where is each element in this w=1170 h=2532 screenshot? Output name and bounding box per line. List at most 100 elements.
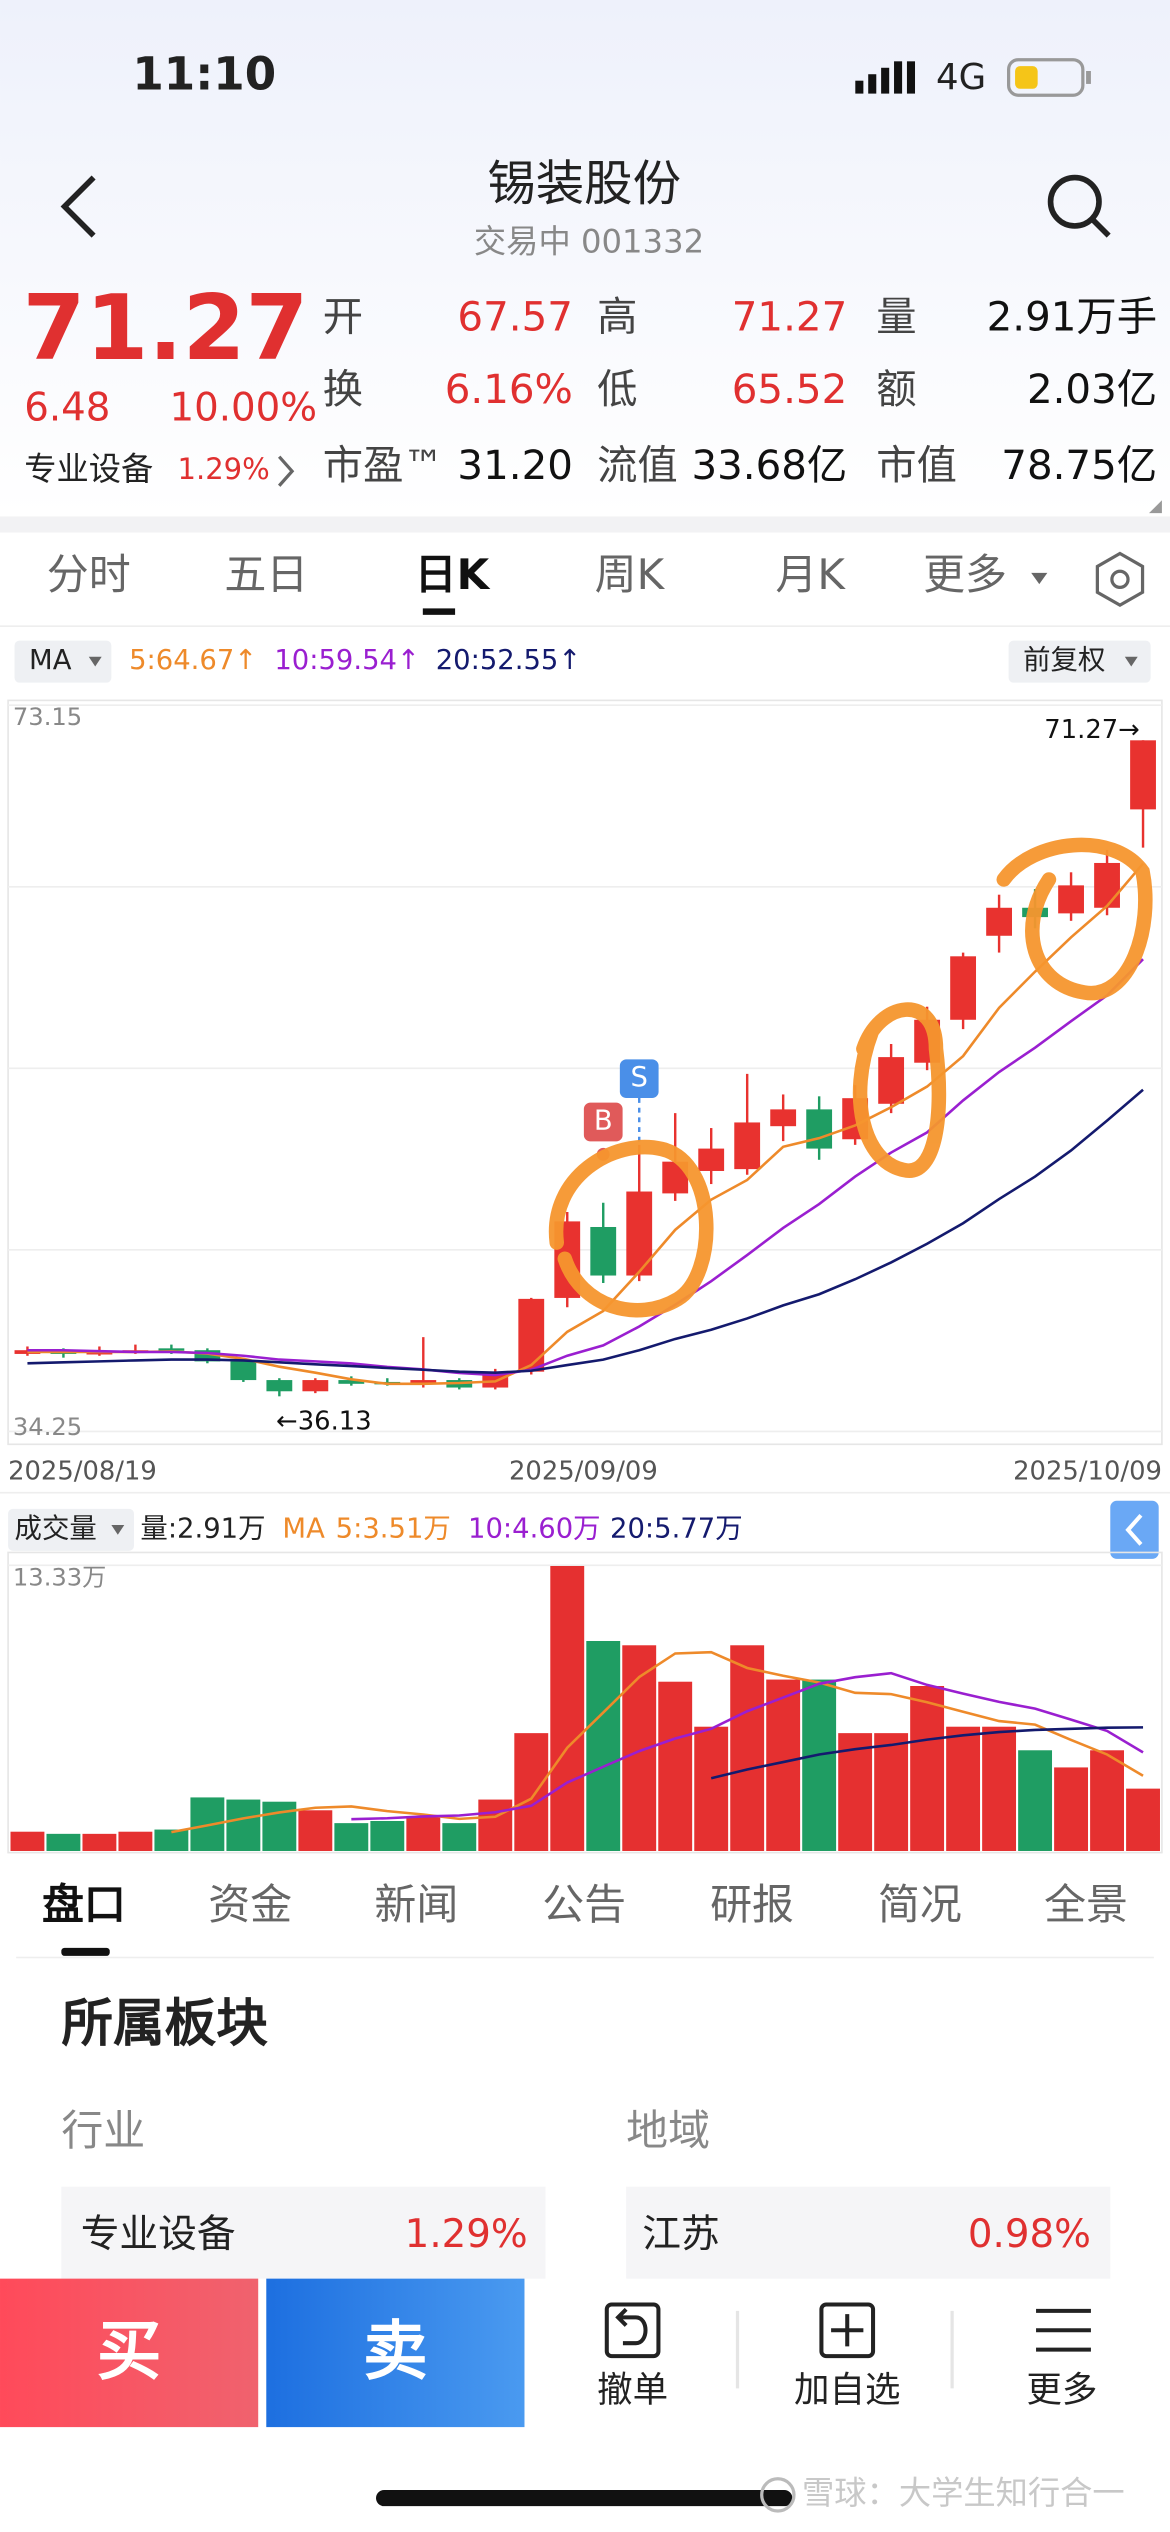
vol-value: 量:2.91万 (140, 1513, 265, 1544)
action-cancel[interactable]: 撤单 (597, 2370, 668, 2411)
region-pct: 0.98% (968, 2212, 1091, 2257)
industry-pct: 1.29% (405, 2212, 528, 2257)
settings-icon-dot (1110, 569, 1130, 590)
settings-icon[interactable] (1095, 551, 1145, 608)
field-value: 6.16% (445, 366, 573, 413)
x-tick-label: 2025/09/09 (509, 1456, 658, 1486)
field-value: 2.03亿 (1027, 366, 1157, 413)
volume-bar (514, 1733, 549, 1851)
region-card[interactable] (626, 2186, 1111, 2287)
ma-selector[interactable] (14, 640, 112, 683)
action-watch[interactable]: 加自选 (794, 2370, 901, 2411)
volume-bar (874, 1733, 909, 1851)
candle-body (950, 956, 977, 1020)
x-tick-label: 2025/08/19 (8, 1456, 157, 1486)
y-tick-label: 13.33万 (13, 1563, 106, 1591)
sector-arrow[interactable] (277, 455, 295, 487)
y-tick-label: 34.25 (13, 1413, 82, 1441)
watermark-icon (760, 2477, 796, 2513)
volume-bar (334, 1823, 369, 1851)
ma5-legend: 5:64.67↑ (129, 645, 257, 676)
volume-bar (586, 1640, 621, 1851)
period-tabs: 分时 五日 日K 周K 月K 更多 (47, 550, 1048, 615)
candle-body (734, 1122, 761, 1170)
period-tab[interactable]: 月K (775, 550, 846, 599)
field-label: 换 (323, 366, 363, 413)
sell-button[interactable] (266, 2278, 525, 2428)
info-tab[interactable]: 公告 (542, 1880, 626, 1929)
hand-circles (548, 837, 1153, 1318)
volume-bar (946, 1726, 981, 1851)
field-value: 31.20 (457, 442, 572, 489)
field-label: 高 (597, 294, 637, 341)
buy-button[interactable] (0, 2278, 259, 2428)
field-value: 67.57 (457, 294, 572, 341)
candle-body (1058, 885, 1084, 914)
vol-ma20-legend: 20:5.77万 (610, 1513, 743, 1544)
period-tab[interactable]: 周K (595, 550, 666, 599)
ma-line (27, 1088, 1144, 1374)
max-annotation: 71.27→ (1044, 715, 1140, 745)
watermark: 雪球：大学生知行合一 (802, 2474, 1125, 2512)
volume-bar (1090, 1750, 1124, 1851)
field-label: 量 (876, 294, 916, 341)
volume-bar (1054, 1767, 1089, 1851)
candle-body (1130, 740, 1156, 810)
info-tab[interactable]: 简况 (878, 1880, 962, 1929)
vol-dropdown (111, 1525, 125, 1535)
min-annotation: ←36.13 (276, 1407, 372, 1437)
collapse-button[interactable] (1110, 1500, 1159, 1559)
period-tab[interactable]: 更多 (923, 550, 1007, 599)
candle-body (590, 1226, 617, 1276)
field-label: 市盈™ (323, 442, 444, 489)
candle-body (986, 907, 1013, 936)
volume-bar (154, 1829, 189, 1851)
info-tab[interactable]: 全景 (1044, 1880, 1128, 1929)
period-tab[interactable]: 五日 (224, 550, 308, 599)
action-more[interactable]: 更多 (1026, 2370, 1097, 2411)
field-value: 78.75亿 (1001, 442, 1157, 489)
field-value: 65.52 (732, 366, 847, 413)
ma-line (351, 1671, 1144, 1821)
adjust-selector[interactable] (1008, 640, 1151, 683)
stock-name: 锡装股份 (487, 156, 681, 212)
buy-marker-label: B (594, 1106, 613, 1137)
candle-body (158, 1348, 185, 1351)
industry-name: 专业设备 (81, 2212, 236, 2257)
industry-label: 行业 (61, 2106, 145, 2155)
info-tab[interactable]: 盘口 (42, 1880, 126, 1929)
field-value: 33.68亿 (691, 442, 847, 489)
collapse-arrow (1125, 1513, 1143, 1546)
vol-ma5-legend: 5:3.51万 (336, 1513, 451, 1544)
candle-body (230, 1361, 257, 1381)
info-tab[interactable]: 研报 (710, 1880, 794, 1929)
section-title: 所属板块 (61, 1994, 268, 2054)
info-tabs: 盘口 资金 新闻 公告 研报 简况 全景 (42, 1880, 1128, 1929)
info-tab[interactable]: 新闻 (374, 1880, 458, 1929)
volume-bar (118, 1831, 153, 1851)
info-tab[interactable]: 资金 (208, 1880, 292, 1929)
change-pct: 10.00% (169, 385, 317, 430)
back-button[interactable] (60, 175, 96, 238)
period-tab[interactable]: 分时 (47, 550, 131, 599)
ma-dropdown (88, 656, 102, 667)
volume-bar (730, 1645, 765, 1851)
industry-card[interactable] (61, 2186, 546, 2287)
battery-level (1015, 66, 1038, 89)
divider (0, 516, 1170, 533)
volume-bar (910, 1685, 945, 1851)
vol-selector[interactable] (8, 1508, 134, 1551)
search-button[interactable] (1047, 174, 1111, 238)
ma-line (710, 1726, 1144, 1780)
price-frame (7, 699, 1163, 1446)
volume-bar (82, 1833, 117, 1851)
period-tab[interactable]: 日K (415, 550, 491, 599)
ma20-legend: 20:52.55↑ (436, 645, 582, 676)
header-bg (0, 0, 1170, 517)
region-name: 江苏 (642, 2212, 719, 2257)
field-value: 71.27 (732, 294, 847, 341)
field-label: 流值 (597, 442, 678, 489)
status-time: 11:10 (132, 47, 276, 100)
field-label: 低 (597, 366, 637, 413)
candle-body (1094, 862, 1120, 908)
